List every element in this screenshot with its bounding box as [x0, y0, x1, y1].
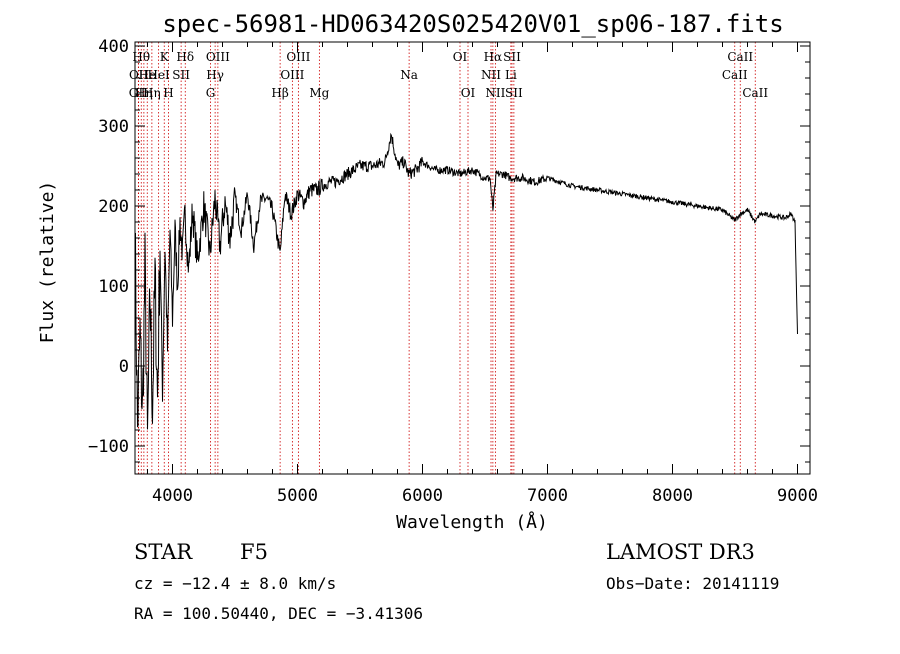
line-marker-label: OII — [129, 86, 149, 100]
y-axis-ticks: −100 0 100 200 300 400 — [88, 37, 810, 463]
y-tick-label: 200 — [98, 197, 129, 217]
flux-series-line — [134, 132, 798, 430]
redshift-velocity: cz = −12.4 ± 8.0 km/s — [134, 574, 336, 593]
line-marker-label: Hα — [484, 50, 503, 64]
y-tick-label: 400 — [98, 37, 129, 57]
line-marker-label: OII — [129, 68, 149, 82]
x-tick-label: 7000 — [527, 486, 568, 506]
chart-title: spec-56981-HD063420S025420V01_sp06-187.f… — [162, 10, 783, 38]
survey-name: LAMOST DR3 — [606, 540, 755, 564]
y-tick-label: 0 — [119, 357, 129, 377]
x-axis-ticks: 4000 5000 6000 7000 8000 9000 — [147, 42, 818, 506]
line-marker-label: NII — [485, 86, 505, 100]
line-marker-label: OI — [461, 86, 476, 100]
line-marker-label: Hβ — [271, 86, 288, 100]
spectral-subclass: F5 — [240, 540, 268, 564]
line-marker-label: SII — [503, 50, 521, 64]
line-marker-label: G — [206, 86, 216, 100]
line-marker-label: He — [138, 68, 156, 82]
x-tick-label: 6000 — [402, 486, 443, 506]
line-marker-label: Hη — [135, 86, 153, 100]
line-marker-label: Mg — [309, 86, 329, 100]
line-marker-label: CaII — [742, 86, 768, 100]
line-marker-label: OIII — [280, 68, 304, 82]
emission-line-labels: OII OII Hθ Hη He Hη HeI K H SII Hδ G Hγ OIII Hβ OIII OII… — [129, 50, 769, 100]
y-tick-label: 300 — [98, 117, 129, 137]
y-axis-label: Flux (relative) — [37, 181, 58, 344]
plot-frame — [134, 41, 811, 475]
line-marker-label: HeI — [147, 68, 170, 82]
ra-dec-coordinates: RA = 100.50440, DEC = −3.41306 — [134, 604, 423, 623]
line-marker-label: Na — [400, 68, 418, 82]
line-marker-label: Hγ — [206, 68, 224, 82]
line-marker-label: K — [160, 50, 170, 64]
x-tick-label: 8000 — [652, 486, 693, 506]
line-marker-label: SII — [172, 68, 190, 82]
x-axis-label: Wavelength (Å) — [396, 511, 548, 533]
line-marker-label: OI — [453, 50, 468, 64]
line-marker-label: OIII — [206, 50, 230, 64]
line-marker-label: CaII — [722, 68, 748, 82]
line-marker-label: OIII — [286, 50, 310, 64]
x-tick-label: 4000 — [152, 486, 193, 506]
y-tick-label: −100 — [88, 437, 129, 457]
observation-date: Obs−Date: 20141119 — [606, 574, 779, 593]
x-tick-label: 9000 — [777, 486, 818, 506]
line-marker-label: Hθ — [132, 50, 150, 64]
line-marker-label: Hη — [143, 86, 161, 100]
line-marker-label: Hδ — [176, 50, 194, 64]
line-marker-label: NII — [481, 68, 501, 82]
line-marker-label: SII — [505, 86, 523, 100]
x-tick-label: 5000 — [277, 486, 318, 506]
line-marker-label: Li — [505, 68, 517, 82]
emission-line-markers — [137, 42, 756, 474]
line-marker-label: CaII — [727, 50, 753, 64]
line-marker-label: H — [163, 86, 173, 100]
object-class: STAR — [134, 540, 193, 564]
y-tick-label: 100 — [98, 277, 129, 297]
